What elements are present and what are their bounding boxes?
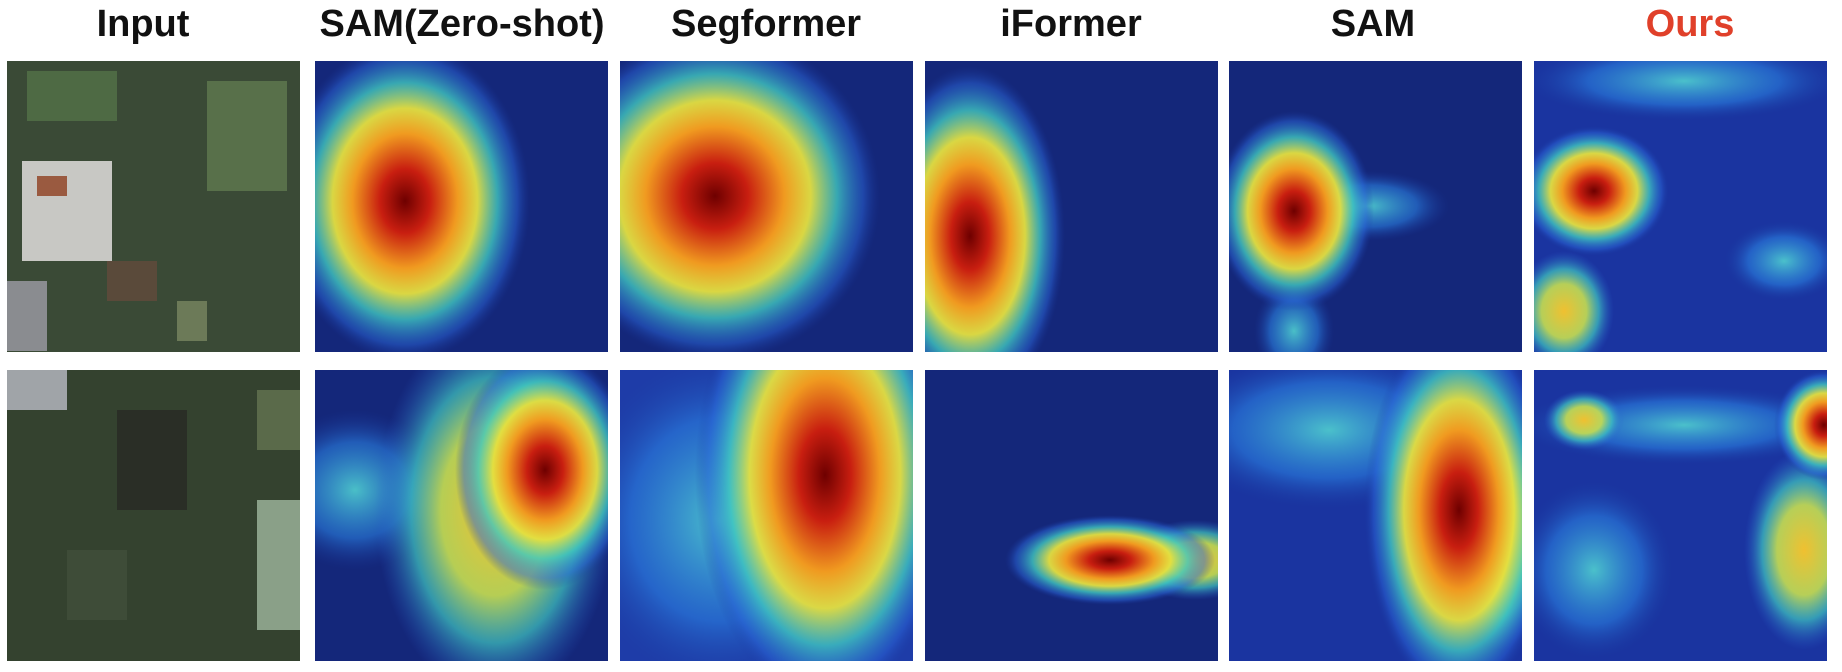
heatmap <box>315 370 608 661</box>
heatmap <box>315 61 608 352</box>
heatmap <box>925 61 1218 352</box>
input-image <box>7 370 300 661</box>
input-image <box>7 61 300 352</box>
column-header: Input <box>97 3 190 45</box>
heatmap <box>1229 370 1522 661</box>
column-header: Ours <box>1646 3 1735 45</box>
column-header: Segformer <box>671 3 861 45</box>
heatmap <box>1534 61 1827 352</box>
column-header: SAM(Zero-shot) <box>320 3 605 45</box>
heatmap <box>1229 61 1522 352</box>
heatmap <box>925 370 1218 661</box>
heatmap <box>620 370 913 661</box>
column-header: iFormer <box>1000 3 1142 45</box>
heatmap <box>620 61 913 352</box>
heatmap <box>1534 370 1827 661</box>
column-header: SAM <box>1331 3 1415 45</box>
